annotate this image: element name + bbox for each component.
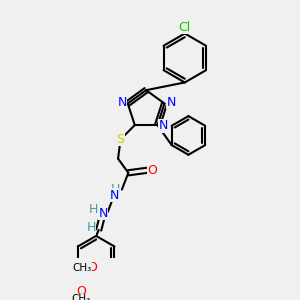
- Text: O: O: [88, 261, 98, 274]
- Text: CH₃: CH₃: [73, 262, 92, 273]
- Text: Cl: Cl: [179, 21, 191, 34]
- Text: CH₃: CH₃: [72, 294, 91, 300]
- Text: H: H: [89, 203, 98, 216]
- Text: H: H: [111, 183, 120, 196]
- Text: H: H: [86, 221, 96, 234]
- Text: N: N: [158, 119, 168, 132]
- Text: N: N: [110, 189, 119, 202]
- Text: O: O: [76, 285, 86, 298]
- Text: O: O: [147, 164, 157, 177]
- Text: S: S: [117, 133, 124, 146]
- Text: N: N: [98, 207, 108, 220]
- Text: N: N: [166, 96, 176, 109]
- Text: N: N: [117, 96, 127, 109]
